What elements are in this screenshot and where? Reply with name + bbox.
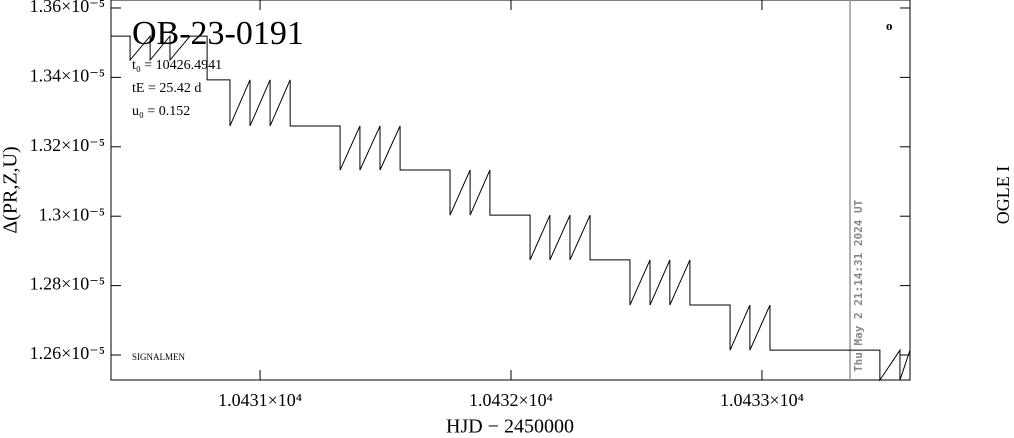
y-axis-label: Δ(PR,Z,U) — [0, 146, 22, 233]
annotation: u₀ = 0.152 — [132, 104, 190, 119]
plot-frame — [110, 0, 911, 381]
y-tick-label: 1.36×10⁻⁵ — [30, 0, 105, 16]
x-tick-label: 1.0433×10⁴ — [720, 390, 804, 410]
x-axis-label: HJD − 2450000 — [446, 416, 574, 438]
chart-title: OB-23-0191 — [132, 15, 304, 52]
annotation: tE = 25.42 d — [132, 81, 201, 96]
x-tick-label: 1.0431×10⁴ — [218, 390, 302, 410]
data-line — [111, 34, 911, 382]
y-tick-label: 1.28×10⁻⁵ — [30, 274, 105, 294]
y-tick-label: 1.32×10⁻⁵ — [30, 135, 105, 155]
y-tick-label: 1.26×10⁻⁵ — [30, 343, 105, 363]
timestamp: Thu May 2 21:14:31 2024 UT — [852, 199, 865, 372]
x-tick-label: 1.0432×10⁴ — [469, 390, 553, 410]
side-label: OGLE I — [993, 166, 1013, 224]
annotation: t₀ = 10426.4941 — [132, 58, 222, 73]
y-tick-label: 1.34×10⁻⁵ — [30, 66, 105, 86]
annotation: o — [886, 18, 893, 33]
annotation: SIGNALMEN — [132, 352, 185, 362]
y-tick-label: 1.3×10⁻⁵ — [39, 204, 105, 224]
